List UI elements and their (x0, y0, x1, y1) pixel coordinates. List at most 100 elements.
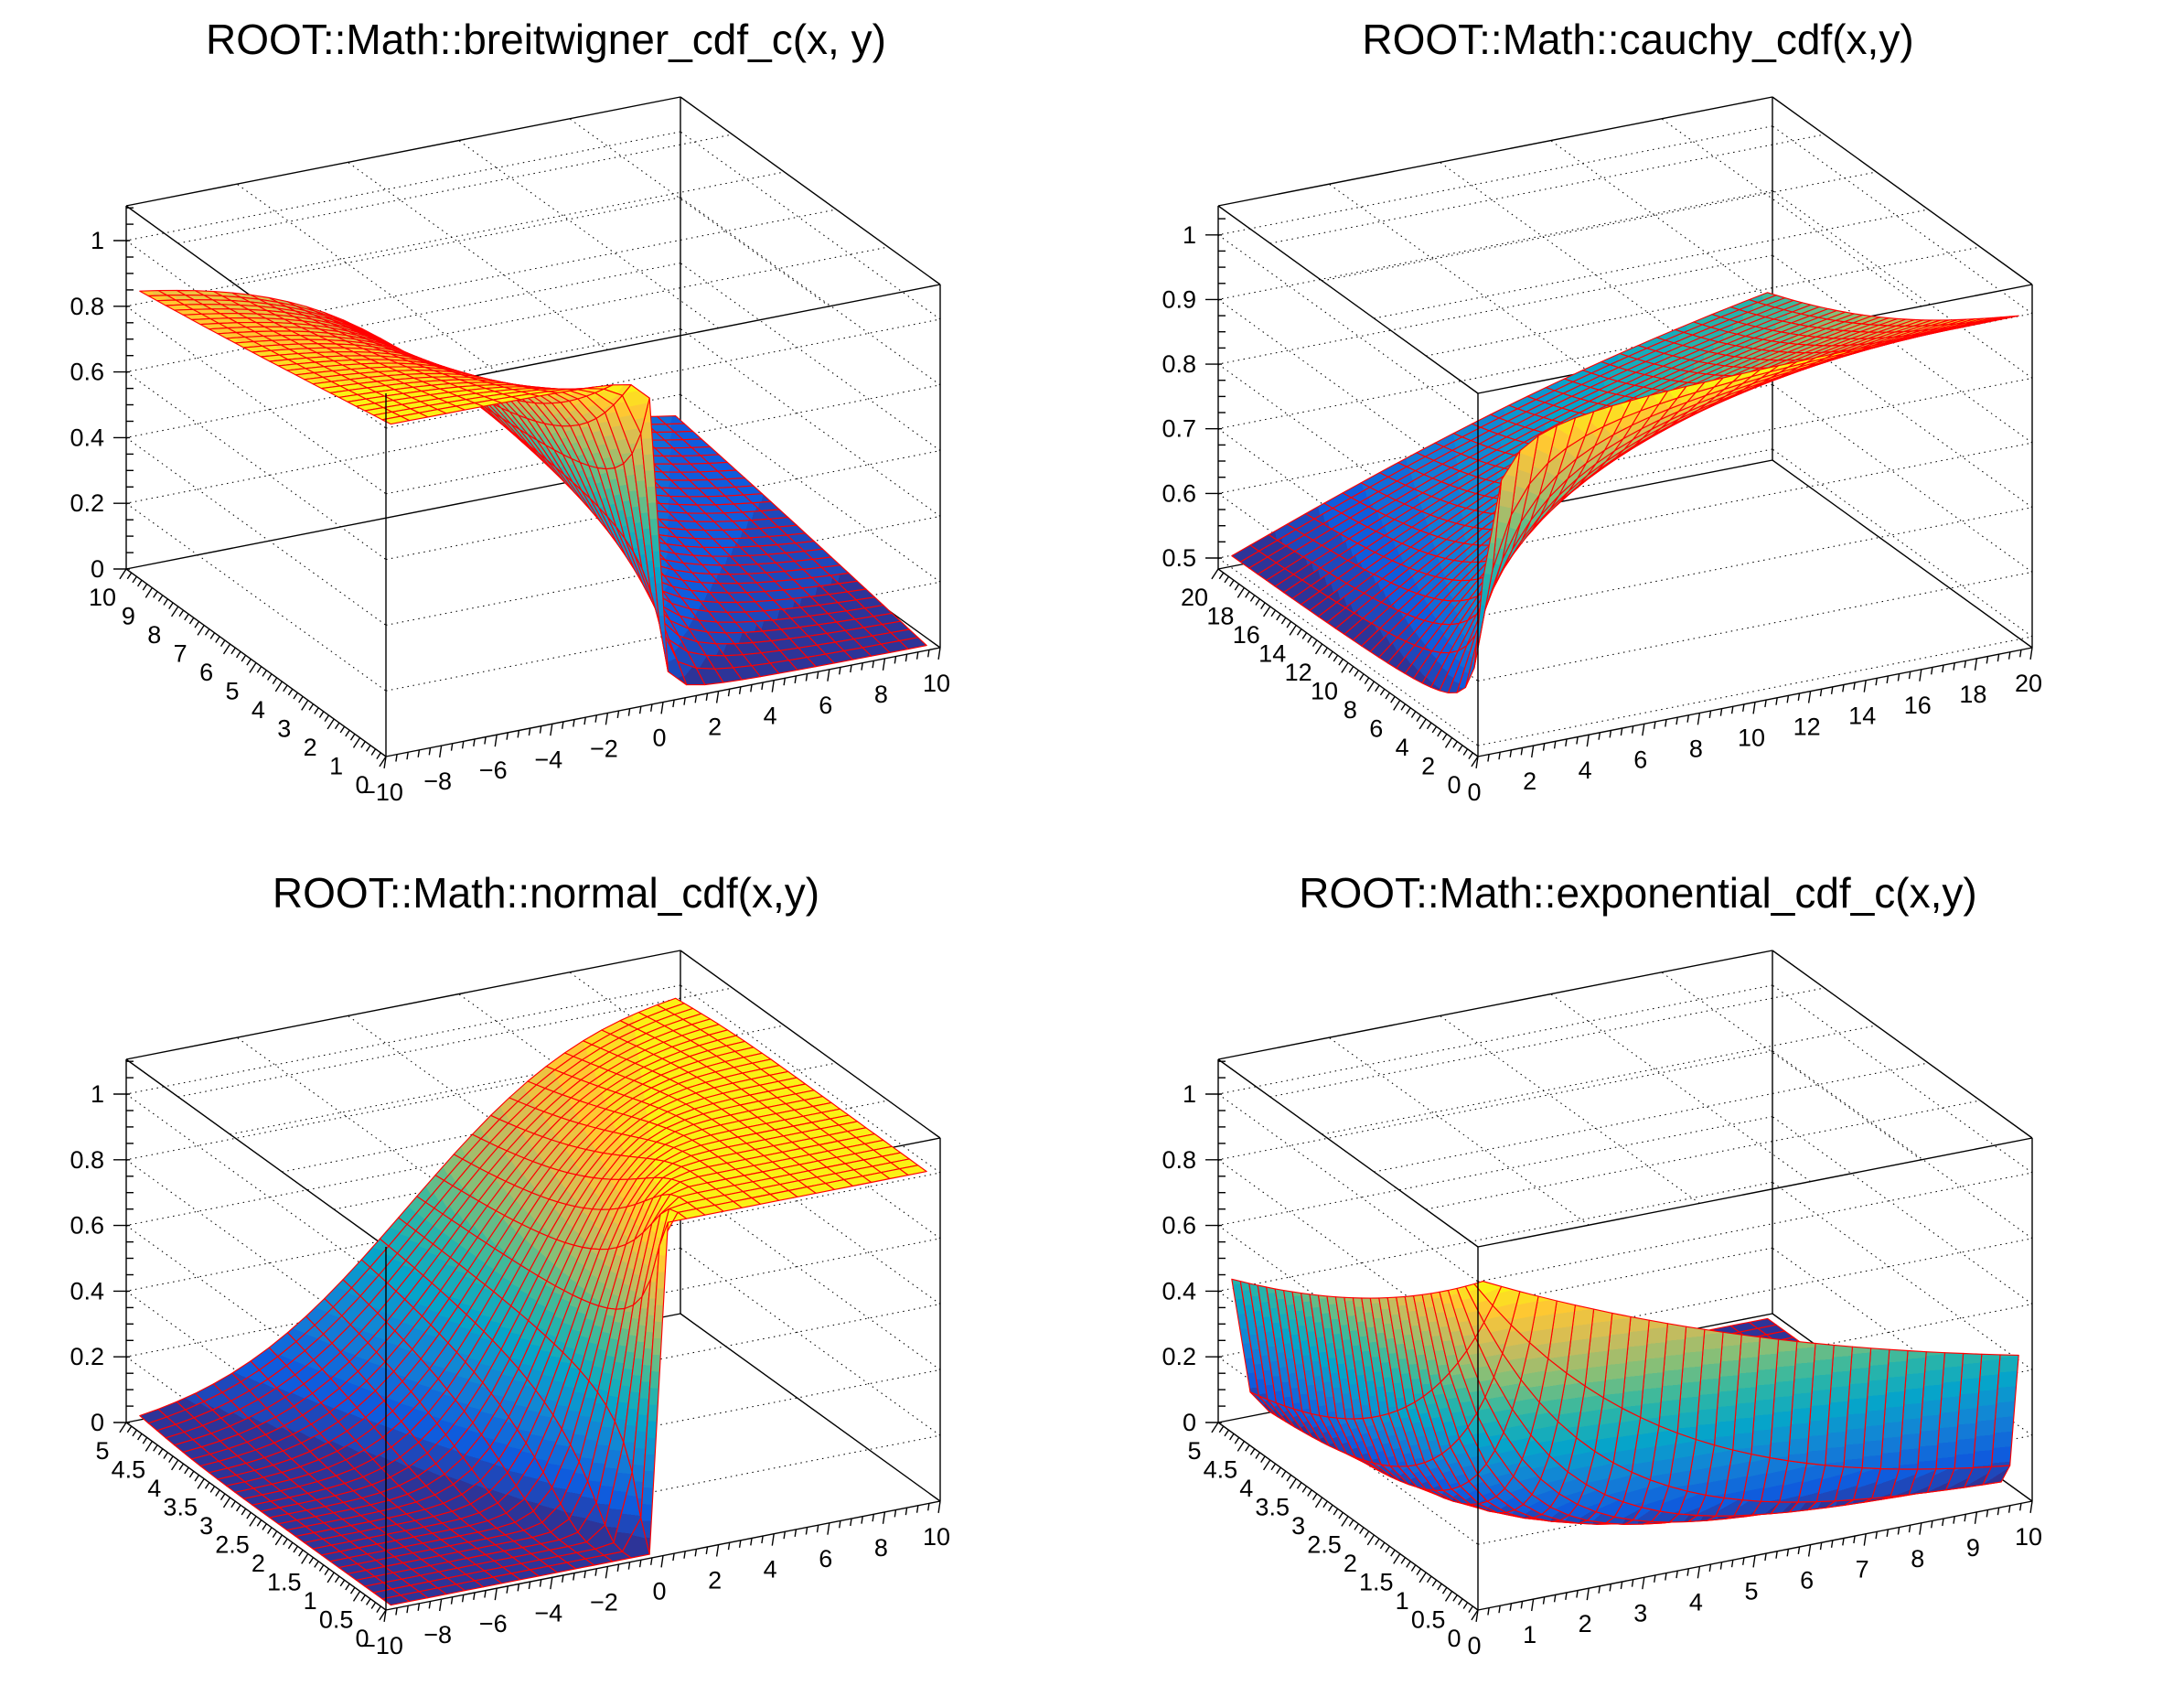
svg-text:4: 4 (764, 703, 777, 730)
svg-text:1.5: 1.5 (267, 1569, 302, 1596)
surface-panel-normal: ROOT::Math::normal_cdf(x,y) −10 −8 −6 −4 −2 0… (0, 854, 1092, 1707)
svg-text:10: 10 (2015, 1523, 2042, 1551)
svg-text:14: 14 (1848, 703, 1876, 730)
svg-text:18: 18 (1206, 603, 1234, 630)
svg-text:0.4: 0.4 (70, 1277, 104, 1304)
svg-text:6: 6 (1633, 746, 1647, 773)
svg-text:10: 10 (1311, 678, 1338, 705)
svg-text:8: 8 (1689, 735, 1703, 762)
svg-text:10: 10 (923, 1523, 950, 1551)
svg-text:3: 3 (1291, 1512, 1305, 1540)
svg-text:2: 2 (1579, 1610, 1592, 1637)
surface-mesh (1231, 1278, 2019, 1525)
svg-text:0.5: 0.5 (319, 1606, 354, 1634)
svg-text:8: 8 (874, 1534, 888, 1562)
svg-text:7: 7 (174, 640, 187, 668)
surface-panel-breitwigner: ROOT::Math::breitwigner_cdf_c(x, y) −10−… (0, 0, 1092, 854)
svg-text:4: 4 (1689, 1588, 1703, 1616)
svg-text:1: 1 (1396, 1587, 1409, 1615)
svg-text:20: 20 (1181, 584, 1208, 611)
svg-text:9: 9 (1966, 1534, 1980, 1562)
svg-text:−4: −4 (534, 1599, 562, 1626)
axes-ticks-labels: −10 −8 −6 −4 −2 0 2 4 6 8 1001234567891000.20.40.6… (70, 207, 950, 806)
surface-plot-exponential: 0 1 2 3 4 5 6 7 8 9 1000.511.522.533.544.5500.20.4… (1162, 950, 2042, 1659)
svg-text:4: 4 (1239, 1475, 1253, 1502)
svg-text:5: 5 (225, 678, 239, 705)
svg-text:0: 0 (1183, 1409, 1196, 1436)
svg-text:0.4: 0.4 (70, 424, 104, 451)
svg-text:0: 0 (1467, 1632, 1481, 1659)
svg-text:4: 4 (147, 1475, 161, 1502)
svg-text:−10: −10 (361, 1632, 403, 1659)
svg-text:3: 3 (199, 1512, 213, 1540)
svg-text:14: 14 (1258, 640, 1286, 668)
svg-text:12: 12 (1793, 714, 1821, 741)
svg-text:10: 10 (1738, 725, 1765, 752)
svg-text:1: 1 (1183, 221, 1196, 249)
svg-text:6: 6 (819, 692, 832, 719)
svg-text:1: 1 (91, 227, 104, 254)
svg-text:1: 1 (1183, 1080, 1196, 1108)
svg-text:0.8: 0.8 (70, 1146, 104, 1174)
svg-text:5: 5 (1744, 1578, 1758, 1605)
svg-text:2: 2 (304, 734, 317, 761)
panel-title-normal: ROOT::Math::normal_cdf(x,y) (272, 869, 820, 917)
svg-text:9: 9 (122, 603, 135, 630)
svg-text:3: 3 (1633, 1599, 1647, 1626)
svg-text:−8: −8 (423, 768, 452, 795)
svg-text:0.6: 0.6 (70, 1212, 104, 1240)
svg-text:0.8: 0.8 (1162, 1146, 1196, 1174)
svg-text:2: 2 (708, 714, 722, 741)
svg-text:5: 5 (95, 1437, 109, 1465)
svg-text:2: 2 (252, 1550, 265, 1577)
svg-text:2: 2 (1344, 1550, 1357, 1577)
svg-text:0.2: 0.2 (1162, 1343, 1196, 1370)
svg-text:4.5: 4.5 (112, 1456, 146, 1484)
svg-text:6: 6 (199, 659, 213, 686)
svg-text:4: 4 (1396, 734, 1409, 761)
svg-text:0.5: 0.5 (1411, 1606, 1446, 1634)
surface-mesh (1231, 292, 2019, 693)
svg-text:8: 8 (1911, 1545, 1924, 1573)
svg-text:4: 4 (1579, 757, 1592, 784)
svg-text:0: 0 (91, 555, 104, 583)
svg-text:0.2: 0.2 (70, 489, 104, 517)
surface-plot-breitwigner: −10 −8 −6 −4 −2 0 2 4 6 8 1001234567891000.20.40.6… (70, 96, 950, 806)
axes-ticks-labels: −10 −8 −6 −4 −2 0 2 4 6 8 1000.511.522.533.544.550… (70, 1060, 950, 1659)
svg-text:0.6: 0.6 (1162, 479, 1196, 507)
svg-text:5: 5 (1187, 1437, 1201, 1465)
svg-text:0: 0 (1447, 1625, 1461, 1652)
svg-text:1: 1 (329, 753, 343, 780)
svg-text:4.5: 4.5 (1204, 1456, 1238, 1484)
svg-text:0.6: 0.6 (1162, 1212, 1196, 1240)
panel-title-cauchy: ROOT::Math::cauchy_cdf(x,y) (1362, 16, 1914, 63)
svg-text:2: 2 (1523, 768, 1536, 795)
svg-text:2: 2 (1421, 753, 1435, 780)
svg-text:1: 1 (1523, 1621, 1536, 1648)
svg-text:0.2: 0.2 (70, 1343, 104, 1370)
svg-text:0.7: 0.7 (1162, 415, 1196, 443)
svg-text:0.6: 0.6 (70, 359, 104, 386)
svg-text:0: 0 (355, 771, 369, 799)
svg-text:0.5: 0.5 (1162, 544, 1196, 572)
svg-text:8: 8 (147, 621, 161, 649)
svg-text:2.5: 2.5 (215, 1531, 250, 1559)
panel-title-breitwigner: ROOT::Math::breitwigner_cdf_c(x, y) (206, 16, 886, 63)
svg-text:−2: −2 (590, 735, 618, 762)
axes-ticks-labels: 0 1 2 3 4 5 6 7 8 9 1000.511.522.533.544.5500.20.4… (1162, 1060, 2042, 1659)
svg-text:0: 0 (1467, 778, 1481, 806)
svg-text:12: 12 (1285, 659, 1312, 686)
svg-text:1: 1 (304, 1587, 317, 1615)
surface-plot-normal: −10 −8 −6 −4 −2 0 2 4 6 8 1000.511.522.533.544.550… (70, 950, 950, 1659)
surface-mesh (139, 289, 927, 686)
panel-title-exponential: ROOT::Math::exponential_cdf_c(x,y) (1299, 869, 1977, 917)
box-frame-front (1217, 1059, 2033, 1611)
svg-text:0: 0 (355, 1625, 369, 1652)
svg-text:0: 0 (652, 725, 666, 752)
svg-text:−6: −6 (479, 1610, 508, 1637)
surface-panel-cauchy: ROOT::Math::cauchy_cdf(x,y) 0 2 4 6 8 10 12 14 1… (1092, 0, 2184, 854)
svg-text:−4: −4 (534, 746, 562, 773)
svg-text:2.5: 2.5 (1307, 1531, 1342, 1559)
